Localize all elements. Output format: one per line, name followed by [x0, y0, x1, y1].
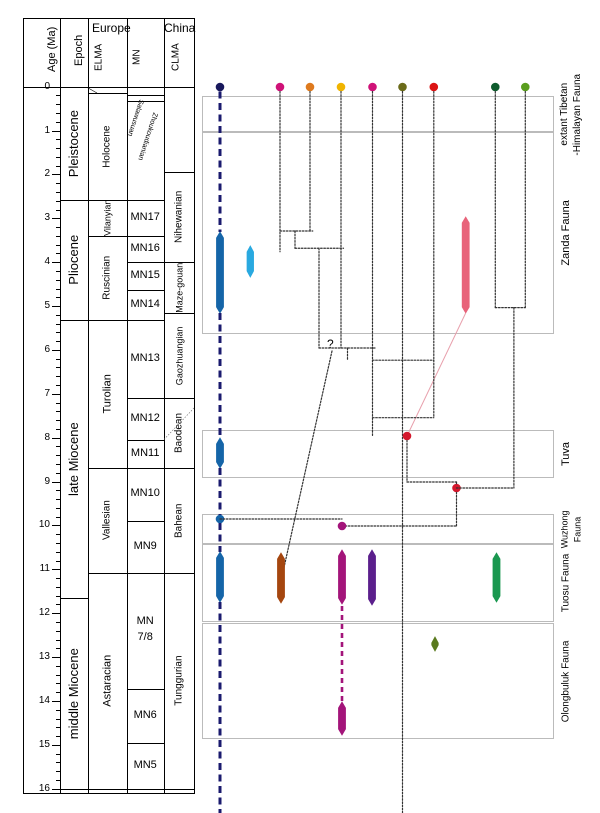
svg-text:?: ? [327, 337, 334, 351]
